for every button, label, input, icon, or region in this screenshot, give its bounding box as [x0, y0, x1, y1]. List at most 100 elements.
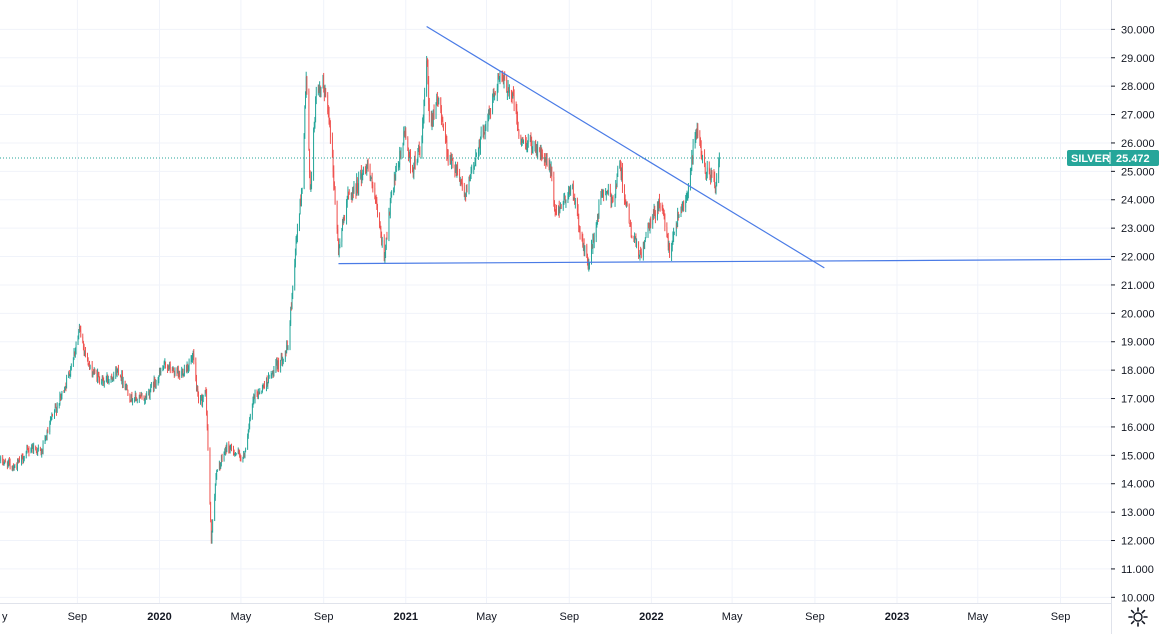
- candle-body: [535, 145, 537, 153]
- candlestick-series[interactable]: [0, 55, 720, 544]
- candle-body: [318, 89, 320, 90]
- gear-icon: [1128, 607, 1148, 627]
- candle-body: [480, 131, 482, 137]
- candle-body: [484, 133, 485, 134]
- candle-body: [672, 236, 674, 242]
- time-tick-label: y: [2, 611, 8, 623]
- candle-body: [480, 136, 481, 148]
- candle-body: [685, 201, 687, 208]
- candle-body: [494, 93, 496, 94]
- candle-body: [226, 444, 228, 453]
- candle-body: [233, 448, 234, 453]
- candle-body: [286, 345, 288, 349]
- candle-body: [442, 120, 444, 127]
- candle-body: [191, 359, 193, 360]
- candle-body: [22, 455, 24, 461]
- candle-body: [272, 370, 274, 377]
- candle-body: [136, 398, 138, 400]
- candle-body: [207, 427, 209, 450]
- candle-body: [370, 177, 372, 179]
- candle-body: [449, 155, 451, 163]
- candle-body: [441, 120, 443, 121]
- candle-body: [235, 453, 237, 454]
- candle-body: [296, 237, 298, 239]
- candle-body: [634, 237, 636, 239]
- candle-body: [197, 388, 199, 395]
- candle-body: [446, 139, 448, 155]
- candle-body: [338, 239, 339, 255]
- candle-body: [276, 361, 278, 369]
- candle-body: [626, 203, 628, 205]
- candle-body: [527, 143, 528, 148]
- candle-body: [221, 457, 222, 463]
- candle-body: [498, 75, 499, 80]
- candle-body: [126, 386, 128, 391]
- candle-body: [84, 350, 86, 352]
- price-tick-label: 14.000: [1121, 479, 1155, 491]
- candle-body: [605, 194, 606, 196]
- candle-body: [409, 152, 411, 158]
- candle-body: [183, 374, 185, 376]
- candle-body: [384, 252, 386, 261]
- candle-body: [2, 457, 4, 463]
- candle-body: [244, 451, 246, 458]
- candle-body: [64, 386, 66, 391]
- candle-body: [525, 140, 526, 144]
- candle-body: [341, 230, 343, 242]
- candle-body: [66, 377, 67, 387]
- candle-body: [579, 226, 580, 228]
- candle-body: [106, 375, 108, 379]
- candle-body: [673, 233, 674, 237]
- candle-body: [616, 176, 618, 187]
- candle-body: [277, 360, 279, 369]
- price-axis[interactable]: 30.000 29.000 28.000 27.000 26.000 25.000 24.0…: [1111, 0, 1155, 634]
- candle-body: [504, 77, 506, 78]
- candle-body: [309, 149, 310, 173]
- candle-body: [82, 336, 84, 343]
- drawing-layer[interactable]: [0, 26, 1112, 269]
- candle-body: [276, 361, 277, 364]
- candle-body: [706, 167, 708, 174]
- candle-body: [593, 237, 595, 243]
- candle-body: [46, 430, 48, 440]
- candle-body: [19, 459, 20, 463]
- candle-body: [182, 370, 184, 376]
- candle-body: [278, 360, 279, 368]
- price-tick-label: 13.000: [1121, 507, 1155, 519]
- candle-body: [393, 188, 395, 193]
- candle-body: [668, 244, 670, 247]
- candle-body: [437, 99, 438, 101]
- candle-body: [83, 342, 84, 346]
- candle-body: [400, 150, 402, 158]
- candle-body: [262, 384, 264, 386]
- trendline-horizontal-support: [338, 258, 1112, 265]
- candle-body: [710, 171, 712, 180]
- chart-settings-button[interactable]: [1127, 606, 1149, 628]
- candle-body: [575, 199, 576, 205]
- candle-body: [88, 365, 90, 366]
- candle-body: [146, 395, 148, 399]
- candle-body: [245, 449, 246, 452]
- candle-body: [636, 241, 637, 247]
- candle-body: [229, 448, 231, 451]
- candle-body: [23, 456, 25, 461]
- candle-body: [130, 394, 132, 401]
- candle-body: [657, 205, 658, 217]
- candle-body: [295, 254, 296, 265]
- candle-body: [122, 373, 123, 384]
- candle-body: [139, 395, 141, 397]
- candle-body: [432, 113, 434, 121]
- candle-body: [414, 157, 416, 164]
- candle-body: [94, 370, 96, 373]
- last-price-badge: SILVER 25.472: [1067, 149, 1159, 166]
- candle-body: [645, 233, 647, 238]
- candle-body: [558, 205, 559, 216]
- candle-body: [455, 168, 457, 173]
- time-axis[interactable]: y Sep 2020 May Sep 2021 May Sep 2022 May Sep 2023 Ma…: [0, 603, 1111, 624]
- candle-body: [299, 199, 301, 215]
- candle-body: [691, 156, 693, 171]
- candle-body: [630, 226, 632, 237]
- candle-body: [17, 460, 19, 463]
- candle-body: [681, 206, 683, 211]
